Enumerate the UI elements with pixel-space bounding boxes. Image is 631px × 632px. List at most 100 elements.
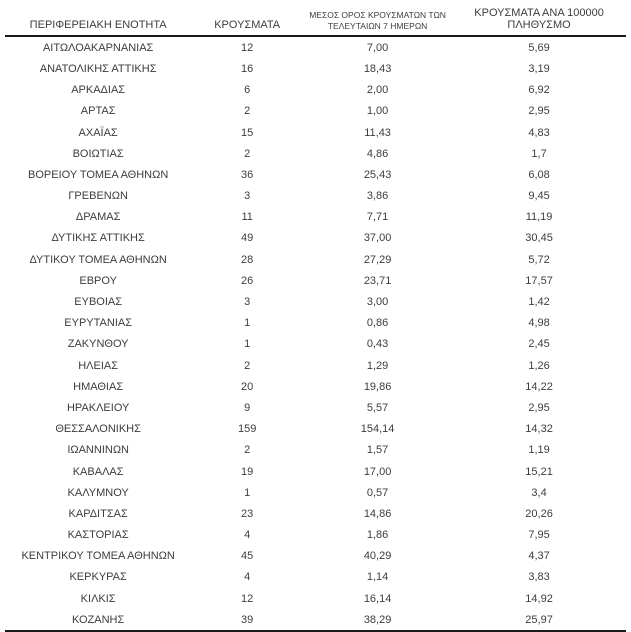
table-row: ΚΑΣΤΟΡΙΑΣ 4 1,86 7,95 (5, 525, 626, 546)
region-cell: ΗΛΕΙΑΣ (78, 359, 119, 372)
avg7-cell: 7,71 (366, 211, 389, 224)
table-row: ΑΡΚΑΔΙΑΣ 6 2,00 6,92 (5, 80, 626, 101)
per100k-cell: 14,22 (525, 380, 553, 393)
per100k-cell: 1,19 (528, 444, 550, 457)
cases-cell: 3 (244, 190, 251, 203)
avg7-cell: 1,14 (366, 571, 389, 584)
region-cell: ΕΥΡΥΤΑΝΙΑΣ (64, 317, 133, 330)
region-cell: ΔΥΤΙΚΗΣ ΑΤΤΙΚΗΣ (51, 232, 145, 245)
avg7-cell: 18,43 (363, 62, 392, 75)
column-header-per100k: ΚΡΟΥΣΜΑΤΑ ΑΝΑ 100000 ΠΛΗΘΥΣΜΟ (452, 5, 626, 38)
avg7-cell: 1,57 (366, 444, 389, 457)
header-row: ΠΕΡΙΦΕΡΕΙΑΚΗ ΕΝΟΤΗΤΑ ΚΡΟΥΣΜΑΤΑ ΜΕΣΟΣ ΟΡΟ… (5, 5, 626, 38)
cases-cell: 23 (241, 507, 254, 520)
cases-cell: 1 (244, 317, 251, 330)
per100k-cell: 14,92 (525, 592, 553, 605)
avg7-cell: 40,29 (363, 550, 392, 563)
column-header-region: ΠΕΡΙΦΕΡΕΙΑΚΗ ΕΝΟΤΗΤΑ (5, 5, 192, 38)
region-cell: ΗΡΑΚΛΕΙΟΥ (66, 401, 130, 414)
table-row: ΚΕΝΤΡΙΚΟΥ ΤΟΜΕΑ ΑΘΗΝΩΝ 45 40,29 4,37 (5, 546, 626, 567)
region-cell: ΑΝΑΤΟΛΙΚΗΣ ΑΤΤΙΚΗΣ (39, 62, 157, 75)
region-cell: ΔΡΑΜΑΣ (75, 211, 121, 224)
per100k-cell: 5,72 (528, 253, 550, 266)
cases-cell: 2 (244, 444, 251, 457)
table-row: ΚΙΛΚΙΣ 12 16,14 14,92 (5, 588, 626, 609)
region-cell: ΕΥΒΟΙΑΣ (74, 296, 123, 309)
cases-cell: 28 (241, 253, 254, 266)
per100k-cell: 15,21 (525, 465, 553, 478)
region-cell: ΘΕΣΣΑΛΟΝΙΚΗΣ (55, 423, 141, 436)
per100k-cell: 4,37 (528, 550, 550, 563)
regional-cases-table: ΠΕΡΙΦΕΡΕΙΑΚΗ ΕΝΟΤΗΤΑ ΚΡΟΥΣΜΑΤΑ ΜΕΣΟΣ ΟΡΟ… (5, 5, 626, 632)
region-cell: ΚΑΛΥΜΝΟΥ (67, 486, 129, 499)
avg7-cell: 2,00 (366, 84, 389, 97)
per100k-cell: 9,45 (528, 190, 550, 203)
per100k-cell: 6,92 (528, 84, 550, 97)
per100k-cell: 2,95 (528, 401, 550, 414)
table-row: ΚΟΖΑΝΗΣ 39 38,29 25,97 (5, 609, 626, 631)
region-cell: ΑΙΤΩΛΟΑΚΑΡΝΑΝΙΑΣ (42, 41, 154, 54)
table-row: ΒΟΡΕΙΟΥ ΤΟΜΕΑ ΑΘΗΝΩΝ 36 25,43 6,08 (5, 164, 626, 185)
per100k-cell: 11,19 (525, 211, 553, 224)
cases-cell: 15 (241, 126, 254, 139)
cases-cell: 36 (241, 168, 254, 181)
cases-cell: 6 (244, 84, 251, 97)
region-cell: ΗΜΑΘΙΑΣ (73, 380, 124, 393)
table-row: ΕΥΡΥΤΑΝΙΑΣ 1 0,86 4,98 (5, 313, 626, 334)
per100k-cell: 20,26 (525, 507, 553, 520)
table-row: ΓΡΕΒΕΝΩΝ 3 3,86 9,45 (5, 186, 626, 207)
avg7-cell: 3,86 (366, 190, 389, 203)
table-row: ΑΙΤΩΛΟΑΚΑΡΝΑΝΙΑΣ 12 7,00 5,69 (5, 36, 626, 58)
table-row: ΚΕΡΚΥΡΑΣ 4 1,14 3,83 (5, 567, 626, 588)
cases-cell: 16 (241, 62, 254, 75)
table-row: ΔΥΤΙΚΗΣ ΑΤΤΙΚΗΣ 49 37,00 30,45 (5, 228, 626, 249)
per100k-cell: 17,57 (525, 274, 553, 287)
avg7-cell: 1,86 (366, 529, 389, 542)
cases-cell: 9 (244, 401, 251, 414)
cases-cell: 1 (244, 486, 251, 499)
table-row: ΗΜΑΘΙΑΣ 20 19,86 14,22 (5, 376, 626, 397)
cases-cell: 12 (241, 41, 254, 54)
table-row: ΗΡΑΚΛΕΙΟΥ 9 5,57 2,95 (5, 397, 626, 418)
avg7-cell: 0,57 (366, 486, 389, 499)
table-row: ΙΩΑΝΝΙΝΩΝ 2 1,57 1,19 (5, 440, 626, 461)
column-header-avg7-line1: ΜΕΣΟΣ ΟΡΟΣ ΚΡΟΥΣΜΑΤΩΝ ΤΩΝ (309, 9, 446, 20)
cases-cell: 2 (244, 147, 251, 160)
per100k-cell: 25,97 (525, 613, 553, 626)
region-cell: ΑΡΚΑΔΙΑΣ (71, 84, 126, 97)
per100k-cell: 30,45 (525, 232, 553, 245)
cases-cell: 3 (244, 296, 251, 309)
cases-cell: 19 (241, 465, 254, 478)
per100k-cell: 7,95 (528, 529, 550, 542)
per100k-cell: 3,19 (528, 62, 550, 75)
per100k-cell: 4,83 (528, 126, 550, 139)
region-cell: ΚΑΣΤΟΡΙΑΣ (67, 529, 129, 542)
avg7-cell: 11,43 (364, 126, 391, 139)
table-row: ΗΛΕΙΑΣ 2 1,29 1,26 (5, 355, 626, 376)
region-cell: ΚΑΒΑΛΑΣ (72, 465, 124, 478)
column-header-avg7: ΜΕΣΟΣ ΟΡΟΣ ΚΡΟΥΣΜΑΤΩΝ ΤΩΝ ΤΕΛΕΥΤΑΙΩΝ 7 Η… (303, 5, 453, 38)
avg7-cell: 23,71 (363, 274, 392, 287)
per100k-cell: 3,83 (528, 571, 550, 584)
avg7-cell: 14,86 (363, 507, 392, 520)
cases-cell: 4 (244, 571, 251, 584)
table-row: ΑΡΤΑΣ 2 1,00 2,95 (5, 101, 626, 122)
table-row: ΘΕΣΣΑΛΟΝΙΚΗΣ 159 154,14 14,32 (5, 419, 626, 440)
per100k-cell: 1,7 (531, 147, 547, 160)
table-row: ΑΝΑΤΟΛΙΚΗΣ ΑΤΤΙΚΗΣ 16 18,43 3,19 (5, 58, 626, 79)
per100k-cell: 5,69 (528, 41, 550, 54)
avg7-cell: 16,14 (363, 592, 392, 605)
avg7-cell: 0,86 (366, 317, 389, 330)
avg7-cell: 0,43 (366, 338, 389, 351)
cases-cell: 20 (241, 380, 254, 393)
region-cell: ΚΙΛΚΙΣ (80, 592, 116, 605)
region-cell: ΕΒΡΟΥ (79, 274, 117, 287)
region-cell: ΙΩΑΝΝΙΝΩΝ (67, 444, 129, 457)
column-header-avg7-line2: ΤΕΛΕΥΤΑΙΩΝ 7 ΗΜΕΡΩΝ (327, 20, 428, 31)
avg7-cell: 3,00 (366, 296, 389, 309)
cases-cell: 39 (241, 613, 254, 626)
region-cell: ΑΡΤΑΣ (80, 105, 116, 118)
column-header-cases: ΚΡΟΥΣΜΑΤΑ (191, 5, 304, 38)
table-row: ΔΥΤΙΚΟΥ ΤΟΜΕΑ ΑΘΗΝΩΝ 28 27,29 5,72 (5, 249, 626, 270)
